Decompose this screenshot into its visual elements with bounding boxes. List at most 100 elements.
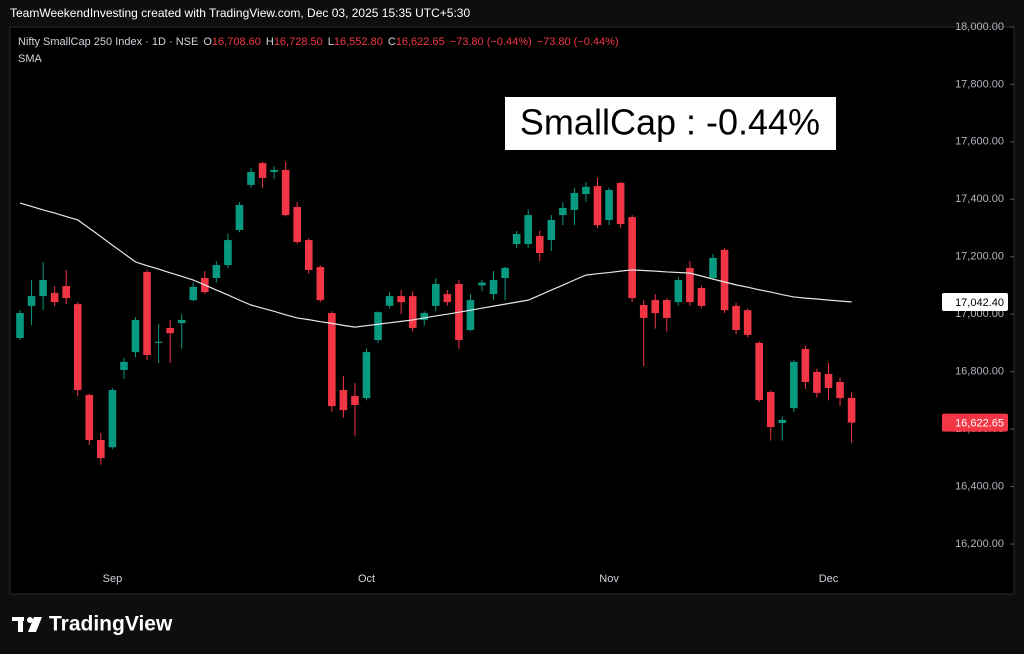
candle-body: [189, 286, 198, 301]
candle-body: [408, 296, 417, 328]
candle-body: [489, 280, 498, 295]
candle-body: [570, 192, 579, 210]
candle-body: [766, 392, 775, 428]
logo-slant: [28, 617, 42, 632]
candle-body: [628, 217, 636, 299]
y-tick-label: 16,800.00: [955, 366, 1004, 378]
candle-body: [120, 361, 128, 370]
info-part: L: [328, 36, 334, 48]
candle-body: [97, 440, 105, 459]
candle-body: [697, 288, 706, 306]
info-part: −73.80 (−0.44%): [450, 36, 532, 48]
candle-body: [743, 310, 752, 335]
candle-body: [62, 286, 70, 299]
annotation-text: SmallCap : -0.44%: [520, 102, 820, 143]
candle-body: [235, 205, 244, 231]
candle-body: [720, 249, 729, 311]
y-tick-label: 18,000.00: [955, 21, 1004, 33]
y-tick-label: 17,400.00: [955, 193, 1004, 205]
candle-body: [16, 313, 24, 339]
sma-legend: SMA: [18, 53, 43, 65]
info-part: H: [266, 36, 274, 48]
price-label: 16,622.65: [955, 418, 1004, 430]
candle-body: [605, 190, 613, 220]
candle-body: [374, 312, 382, 341]
candle-body: [432, 284, 440, 306]
price-label: 17,042.40: [955, 297, 1004, 309]
candle-body: [836, 381, 844, 399]
candle-body: [790, 361, 798, 409]
candle-body: [339, 390, 348, 411]
candle-body: [351, 396, 359, 405]
candle-body: [212, 265, 221, 278]
candle-body: [616, 182, 625, 224]
candle-body: [559, 207, 567, 216]
info-part: Nifty SmallCap 250 Index · 1D · NSE: [18, 36, 198, 48]
candle-body: [108, 390, 117, 448]
info-part: −73.80 (−0.44%): [537, 36, 619, 48]
candle-body: [293, 207, 301, 243]
candle-body: [535, 236, 544, 254]
x-tick-label: Oct: [358, 573, 375, 585]
candle-body: [651, 300, 660, 314]
candle-body: [258, 163, 267, 179]
candle-body: [39, 280, 47, 297]
info-part: 16,552.80: [334, 36, 383, 48]
candle-body: [143, 271, 151, 355]
brand-name: TradingView: [49, 613, 173, 636]
candle-body: [813, 371, 821, 393]
candle-body: [316, 267, 325, 301]
candle-body: [224, 240, 232, 266]
candle-body: [686, 267, 694, 303]
candle-body: [247, 171, 255, 185]
y-tick-label: 17,800.00: [955, 78, 1004, 90]
sma-line: [19, 202, 852, 328]
candle-body: [281, 169, 290, 216]
y-tick-label: 17,600.00: [955, 136, 1004, 148]
price-label-box: [942, 293, 1008, 312]
logo-dot: [27, 617, 33, 623]
logo-stem: [18, 617, 23, 632]
candle-body: [328, 313, 336, 407]
info-part: C: [388, 36, 396, 48]
candle-body: [362, 352, 371, 399]
y-tick-label: 17,200.00: [955, 251, 1004, 263]
candle-body: [385, 296, 394, 306]
candle-body: [397, 296, 405, 303]
candle-body: [674, 280, 683, 303]
candle-body: [512, 234, 521, 245]
header: TeamWeekendInvesting created with Tradin…: [10, 6, 470, 20]
candle-body: [177, 319, 186, 324]
candle-body: [154, 341, 163, 343]
x-tick-label: Nov: [599, 573, 619, 585]
candle-body: [639, 305, 648, 318]
x-tick-label: Dec: [819, 573, 839, 585]
annotation-box: [505, 97, 836, 150]
candle-body: [847, 397, 856, 423]
candle-body: [732, 305, 740, 330]
y-tick-label: 16,200.00: [955, 538, 1004, 550]
candle-body: [478, 282, 486, 286]
candle-body: [270, 169, 278, 172]
candle-body: [582, 186, 590, 195]
candle-body: [27, 296, 36, 306]
brand-logo: [12, 617, 42, 632]
y-tick-label: 17,000.00: [955, 308, 1004, 320]
annotation: SmallCap : -0.44%: [505, 97, 836, 150]
info-line: Nifty SmallCap 250 Index · 1D · NSE O16,7…: [18, 36, 619, 48]
info-part: O: [203, 36, 212, 48]
candle-body: [778, 419, 787, 424]
candle-body: [709, 257, 717, 278]
candle-body: [85, 394, 94, 441]
candle-body: [824, 373, 833, 389]
info-part: 16,622.65: [396, 36, 445, 48]
candle-body: [524, 215, 532, 245]
candle-body: [420, 313, 429, 320]
candle-body: [663, 300, 671, 318]
candle-body: [466, 300, 475, 330]
candle-body: [131, 319, 140, 353]
candle-body: [73, 304, 82, 391]
candle-body: [166, 327, 174, 334]
price-label-box: [942, 413, 1008, 432]
